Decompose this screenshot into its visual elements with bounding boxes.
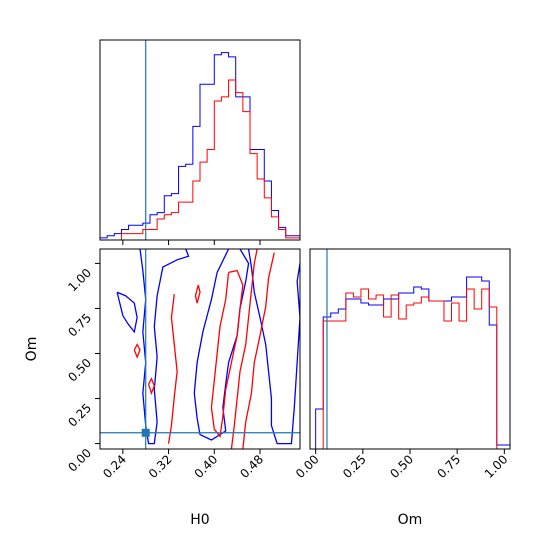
x-axis-label-h0: H0 (190, 512, 209, 528)
x-tick-label: 0.00 (293, 452, 322, 481)
contour-series-b (147, 377, 155, 396)
contour-series-a (139, 249, 190, 445)
joint-panel-frame (99, 248, 301, 450)
contour-series-b (194, 284, 201, 304)
y-tick-label: 1.00 (65, 266, 94, 295)
y-tick-label: 0.00 (65, 446, 94, 475)
x-tick-label: 0.48 (237, 452, 266, 481)
x-tick-label: 0.25 (340, 452, 369, 481)
x-tick-label: 0.75 (434, 452, 463, 481)
x-axis-label-om: Om (398, 512, 423, 528)
h0-histogram-frame (99, 39, 301, 241)
contour-series-b (167, 293, 178, 444)
x-tick-label: 0.32 (146, 452, 175, 481)
x-tick-label: 0.40 (192, 452, 221, 481)
om-histogram-frame (309, 248, 511, 450)
x-tick-label: 0.50 (387, 452, 416, 481)
y-tick-label: 0.75 (65, 311, 94, 340)
om-hist-series-b (315, 288, 510, 449)
contour-series-b (230, 249, 258, 449)
joint-contour-panel: 0.24 0.32 0.40 0.48 0.00 0.25 0.50 0.75 1.00 H0… (24, 248, 301, 528)
contour-series-b (210, 269, 244, 438)
x-tick-label: 0.24 (100, 452, 129, 481)
y-axis-label-om: Om (24, 337, 40, 362)
om-hist-series-a (315, 276, 510, 449)
h0-histogram-panel (99, 39, 301, 245)
om-histogram-panel: 0.00 0.25 0.50 0.75 1.00 Om (293, 248, 511, 528)
contour-series-a (247, 249, 300, 445)
contour-series-b (242, 252, 275, 449)
h0-hist-series-b (100, 79, 300, 240)
truth-marker (141, 428, 150, 437)
x-tick-label: 1.00 (482, 452, 511, 481)
y-tick-label: 0.25 (65, 401, 94, 430)
contour-series-a (116, 291, 138, 334)
h0-hist-series-a (100, 52, 300, 240)
contour-series-b (133, 343, 141, 359)
y-tick-label: 0.50 (65, 356, 94, 385)
